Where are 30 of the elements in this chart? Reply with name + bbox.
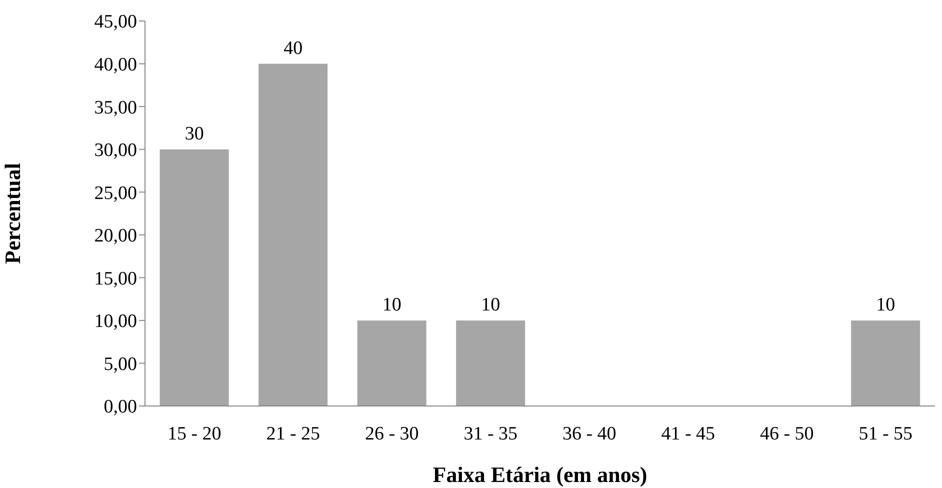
y-tick-label: 25,00 (94, 182, 137, 204)
y-tick-label: 35,00 (94, 97, 137, 118)
y-tick-label: 45,00 (94, 12, 137, 33)
x-tick-label: 51 - 55 (858, 423, 913, 444)
bar (456, 320, 526, 406)
y-tick-label: 0,00 (104, 396, 137, 418)
x-axis-title: Faixa Etária (em anos) (432, 462, 648, 487)
data-label: 40 (284, 38, 303, 59)
data-label: 10 (481, 294, 500, 316)
data-label: 10 (876, 294, 896, 316)
data-label: 30 (184, 123, 204, 144)
bar (160, 149, 229, 406)
bar (357, 320, 426, 406)
y-tick-label: 10,00 (94, 311, 137, 332)
x-tick-label: 46 - 50 (760, 423, 814, 444)
x-tick-label: 21 - 25 (266, 423, 320, 444)
y-tick-label: 5,00 (104, 354, 137, 375)
x-tick-label: 36 - 40 (562, 423, 616, 444)
x-tick-label: 26 - 30 (364, 423, 419, 444)
x-tick-label: 41 - 45 (661, 423, 716, 444)
y-tick-label: 30,00 (94, 140, 137, 162)
y-tick-label: 20,00 (94, 226, 137, 247)
x-tick-label: 15 - 20 (167, 423, 222, 444)
data-label: 10 (382, 294, 402, 316)
y-tick-label: 40,00 (94, 54, 137, 76)
bar (258, 64, 328, 406)
y-tick-label: 15,00 (94, 268, 137, 290)
y-axis-title: Percentual (0, 162, 25, 264)
bar (851, 320, 920, 406)
x-tick-label: 31 - 35 (464, 423, 518, 444)
